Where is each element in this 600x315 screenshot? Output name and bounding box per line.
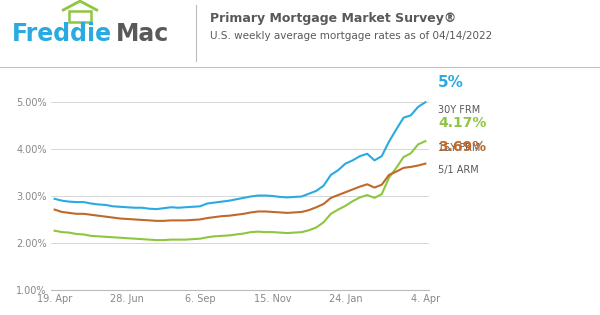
Text: 5%: 5% — [438, 75, 464, 89]
Text: Freddie: Freddie — [12, 22, 112, 46]
Text: Mac: Mac — [116, 22, 169, 46]
Text: 30Y FRM: 30Y FRM — [438, 105, 480, 115]
Text: 3.69%: 3.69% — [438, 140, 486, 154]
Text: U.S. weekly average mortgage rates as of 04/14/2022: U.S. weekly average mortgage rates as of… — [210, 31, 492, 41]
Text: Primary Mortgage Market Survey®: Primary Mortgage Market Survey® — [210, 12, 457, 25]
Text: 15Y FRM: 15Y FRM — [438, 143, 481, 153]
Text: 4.17%: 4.17% — [438, 116, 487, 130]
Text: 5/1 ARM: 5/1 ARM — [438, 165, 479, 175]
